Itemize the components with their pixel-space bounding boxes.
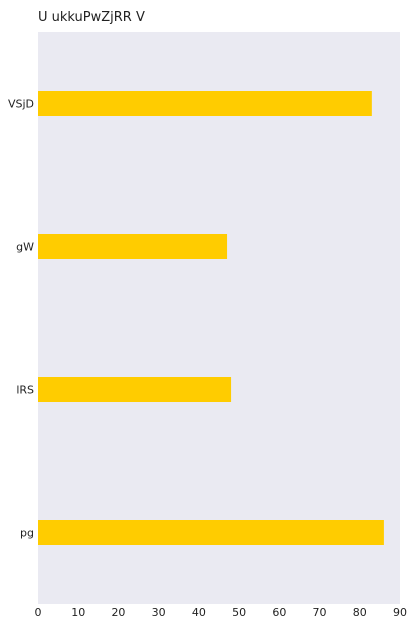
x-tick-label: 0 bbox=[35, 606, 42, 619]
plot-area bbox=[38, 32, 400, 604]
category-labels: VSjD gW lRS pg bbox=[8, 98, 34, 540]
x-tick-label: 80 bbox=[353, 606, 367, 619]
x-tick-label: 70 bbox=[313, 606, 327, 619]
category-label: VSjD bbox=[8, 98, 34, 111]
x-tick-label: 10 bbox=[71, 606, 85, 619]
bars bbox=[38, 91, 384, 545]
x-tick-label: 20 bbox=[111, 606, 125, 619]
category-label: gW bbox=[16, 241, 34, 254]
x-tick-label: 50 bbox=[232, 606, 246, 619]
x-axis-ticks: 0 10 20 30 40 50 60 70 80 90 bbox=[35, 606, 408, 619]
bar-gw bbox=[38, 234, 228, 259]
bar-pg bbox=[38, 520, 384, 545]
bar-lrs bbox=[38, 377, 232, 402]
bar-vsjd bbox=[38, 91, 372, 116]
x-tick-label: 60 bbox=[272, 606, 286, 619]
x-tick-label: 40 bbox=[192, 606, 206, 619]
chart-title: U ukkuPwZjRR V bbox=[38, 10, 145, 25]
x-tick-label: 30 bbox=[152, 606, 166, 619]
category-label: lRS bbox=[16, 384, 34, 397]
category-label: pg bbox=[20, 527, 34, 540]
x-tick-label: 90 bbox=[393, 606, 407, 619]
